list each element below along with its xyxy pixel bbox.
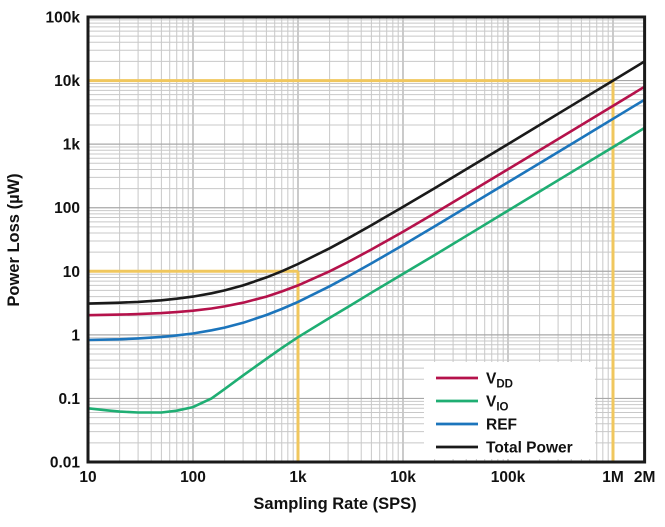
- x-tick-label: 1k: [289, 469, 307, 486]
- y-tick-label: 10: [63, 264, 80, 281]
- y-axis-title: Power Loss (µW): [5, 173, 23, 306]
- legend: VDD VIO REF Total Power: [424, 362, 595, 459]
- y-tick-label: 1k: [63, 137, 81, 154]
- x-tick-label: 2M: [634, 469, 656, 486]
- annotation-crosshairs: [88, 79, 615, 462]
- series-line-ref: [86, 98, 646, 342]
- legend-label-ref: REF: [486, 417, 517, 434]
- y-tick-label: 0.01: [50, 455, 81, 472]
- y-tick-label: 1: [71, 327, 80, 344]
- series-line-vio: [86, 126, 646, 414]
- y-tick-label: 100: [54, 200, 80, 217]
- x-tick-label: 10: [79, 469, 96, 486]
- legend-label-vdd: VDD: [486, 371, 513, 391]
- x-axis-title: Sampling Rate (SPS): [253, 495, 416, 513]
- y-tick-label: 10k: [54, 73, 80, 90]
- x-tick-label: 100: [180, 469, 206, 486]
- legend-label-total-power: Total Power: [486, 440, 573, 457]
- x-tick-label: 10k: [390, 469, 416, 486]
- legend-label-vio: VIO: [486, 394, 509, 414]
- series-line-total-power: [86, 60, 646, 305]
- axis-tick-labels: 10 100 1k 10k 100k 1M 2M 100k 10k 1k 100 10 1 0.1 0.01: [46, 10, 656, 487]
- y-tick-label: 0.1: [58, 391, 80, 408]
- series-line-vdd: [86, 85, 646, 317]
- x-tick-label: 1M: [602, 469, 624, 486]
- y-tick-label: 100k: [46, 10, 81, 27]
- plot-frame: [86, 15, 647, 464]
- x-tick-label: 100k: [491, 469, 526, 486]
- series-curves: [86, 60, 646, 414]
